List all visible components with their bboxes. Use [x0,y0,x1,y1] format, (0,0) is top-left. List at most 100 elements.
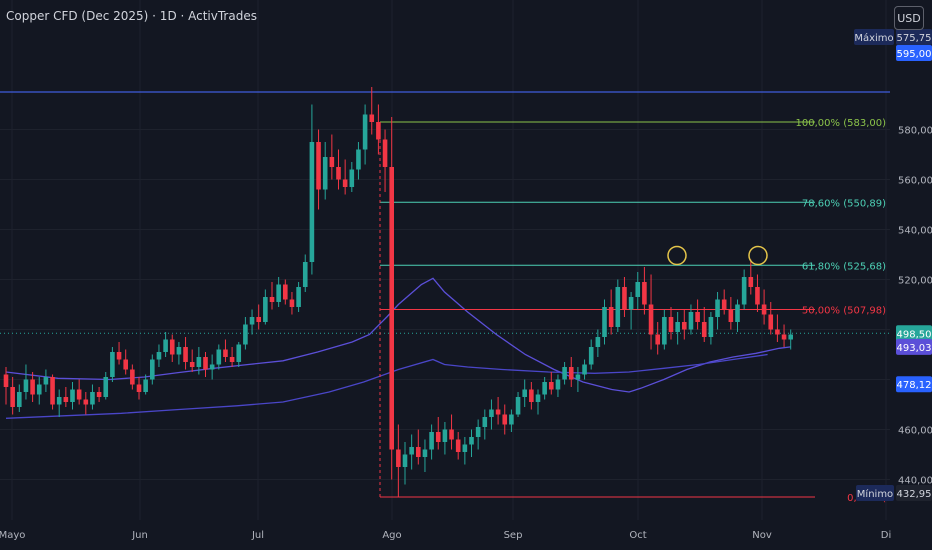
currency-button[interactable]: USD [894,6,924,30]
highlight-circle [748,245,768,266]
x-tick-label: Jun [131,530,148,541]
max-value-badge-bg [896,45,932,61]
candle [176,342,182,365]
candle [462,437,468,465]
candle-body [775,329,780,335]
candle [788,329,793,350]
candle [775,314,780,342]
candle-body [43,377,49,385]
candle [728,297,734,330]
candle [56,389,62,417]
candle-body [701,322,707,337]
candle [429,424,434,460]
y-tick-label: 540,00 [898,226,932,237]
max-label-badge: Máximo [854,29,894,45]
candle [243,317,248,350]
candle [748,259,754,295]
candle [781,324,787,347]
moving-average-long [5,353,768,419]
max-label-badge-bg [854,29,894,45]
candle-body [568,367,574,380]
candle [682,309,687,340]
candle [389,117,394,480]
candle-body [622,287,627,310]
candle [622,277,627,317]
candle [43,369,49,392]
y-tick-label: 580,00 [898,126,932,137]
x-tick-label: Nov [752,530,772,541]
candle-body [416,447,421,457]
candle-body [402,454,408,467]
candle-body [369,114,375,122]
candle-body [469,437,474,445]
min-label-badge: Mínimo [856,485,894,501]
candle [63,387,69,407]
candle [615,279,621,332]
candle-body [110,352,115,377]
candle-body [728,309,734,322]
candle-body [223,349,228,357]
candle-body [176,347,182,355]
candle [169,334,175,362]
candle-body [748,277,754,287]
candle-body [635,282,641,297]
candle [342,159,348,195]
candle [36,377,42,405]
candle-body [243,324,248,345]
candle-body [628,297,634,310]
candle [475,419,481,450]
fib-label-1: 78,60% (550,89) [802,198,886,209]
ma-long-badge-bg [896,376,932,393]
candle-body [462,444,468,452]
candle-body [136,384,142,392]
candle-body [435,432,441,442]
candle [701,307,707,342]
candle [50,374,55,410]
candle-body [23,379,29,392]
y-tick-label: 460,00 [898,426,932,437]
candle [435,417,441,450]
max-partial-badge-bg [896,29,932,45]
min-label-badge-bg [856,485,894,501]
candle-body [216,349,222,365]
x-axis[interactable]: Mayo Jun Jul Ago Sep Oct Nov Di [0,530,891,541]
candle-body [163,339,168,352]
candle-body [96,392,102,397]
candle [442,422,448,455]
candle-body [362,114,368,150]
candle-body [203,357,208,370]
min-value-badge-bg [896,485,932,501]
candle [542,377,547,400]
candle-body [582,364,587,375]
candle [150,354,155,385]
candle [555,374,561,397]
candle-body [169,339,175,355]
price-badges: Máximo 575,75 595,00 498,50 493,03 478,12 Míni… [854,29,932,501]
candle [648,274,654,350]
candle [662,309,667,350]
candle-body [30,379,35,395]
candle [582,359,587,380]
candle [376,104,381,155]
candle-body [83,399,89,405]
candle-body [655,334,660,345]
candle [283,279,288,305]
candle-body [475,427,481,437]
candle [449,414,454,450]
candle [575,367,581,392]
candle [103,372,109,400]
fib-label-0: 100,00% (583,00) [796,118,887,129]
candle-body [17,392,22,407]
candle [715,292,720,330]
max-partial-badge-text: 575,75 [897,33,932,44]
candle [203,352,208,377]
candle-body [276,284,281,302]
candle [183,337,188,370]
chart-title: Copper CFD (Dec 2025) · 1D · ActivTrades [6,9,257,23]
candle-body [389,167,394,450]
candle-body [741,277,747,305]
candle-body [56,397,62,405]
candle-body [695,312,700,322]
candle [761,289,767,325]
